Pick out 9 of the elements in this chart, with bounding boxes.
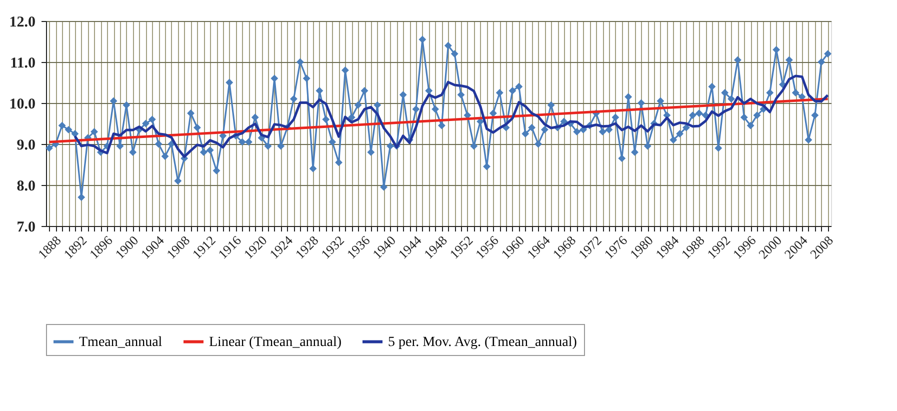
legend-label: Tmean_annual bbox=[79, 334, 162, 350]
y-tick-label: 7.0 bbox=[16, 220, 36, 236]
y-tick-label: 11.0 bbox=[10, 56, 36, 72]
y-tick-label: 9.0 bbox=[16, 138, 36, 154]
y-tick-label: 8.0 bbox=[16, 178, 36, 194]
y-tick-label: 12.0 bbox=[9, 14, 36, 30]
legend-label: 5 per. Mov. Avg. (Tmean_annual) bbox=[388, 334, 578, 350]
y-tick-label: 10.0 bbox=[9, 96, 36, 112]
legend-label: Linear (Tmean_annual) bbox=[209, 334, 342, 350]
